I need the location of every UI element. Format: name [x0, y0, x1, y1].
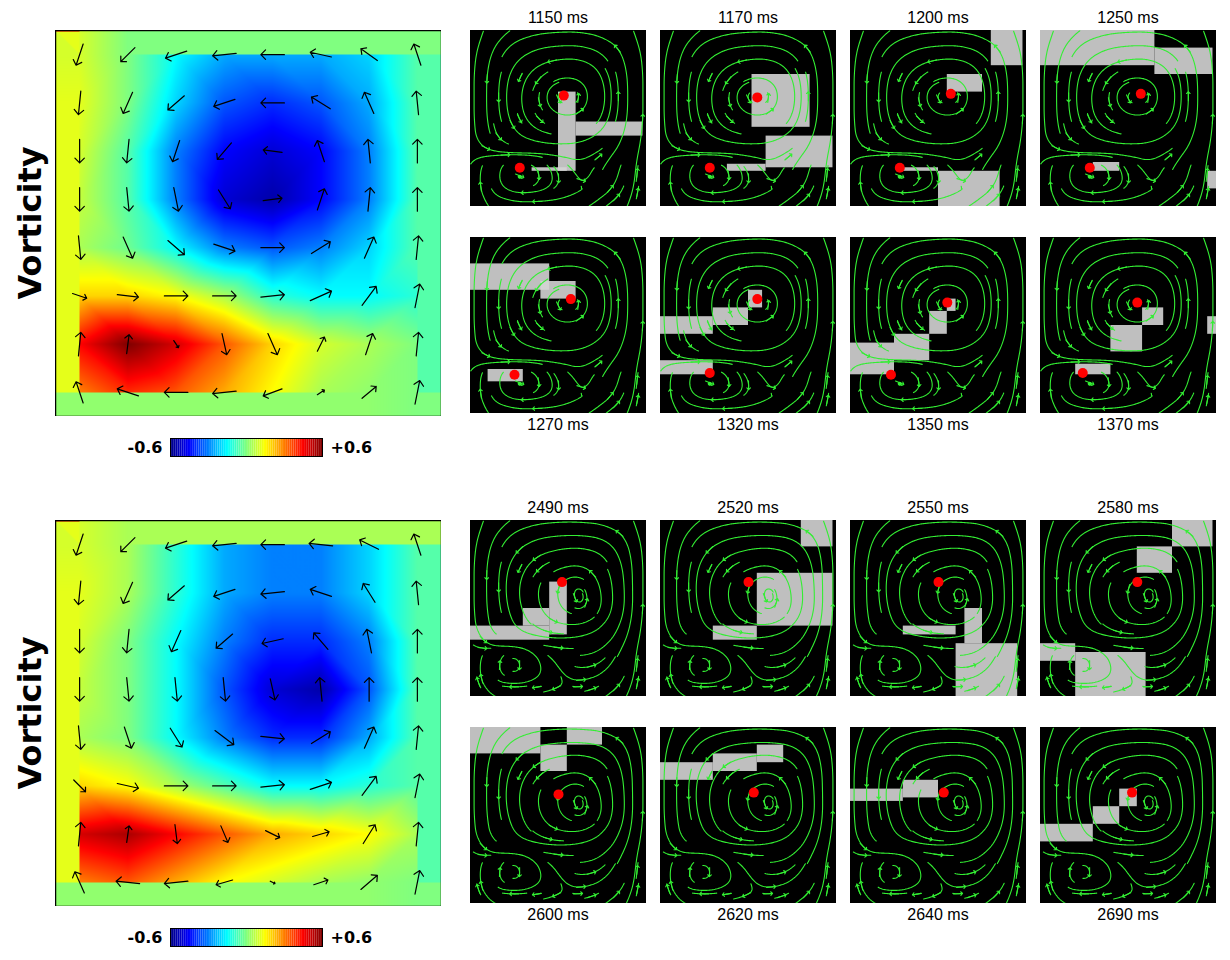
- html-text:1250 ms: 1250 ms: [1097, 9, 1159, 26]
- html-text:2580 ms: 2580 ms: [1097, 499, 1159, 516]
- html-text:1150 ms: 1150 ms: [527, 9, 589, 26]
- svg-text:+0.6: +0.6: [331, 438, 373, 457]
- html-text:1370 ms: 1370 ms: [1097, 416, 1159, 433]
- html-text:2520 ms: 2520 ms: [717, 499, 779, 516]
- svg-text:-0.6: -0.6: [128, 438, 163, 457]
- html-text:1200 ms: 1200 ms: [907, 9, 969, 26]
- html-text:2490 ms: 2490 ms: [527, 499, 589, 516]
- html-text:1350 ms: 1350 ms: [907, 416, 969, 433]
- html-text:2620 ms: 2620 ms: [717, 906, 779, 923]
- html-text:2640 ms: 2640 ms: [907, 906, 969, 923]
- html-text:1170 ms: 1170 ms: [717, 9, 779, 26]
- html-text:1270 ms: 1270 ms: [527, 416, 589, 433]
- html-text:2550 ms: 2550 ms: [907, 499, 969, 516]
- html-text:1320 ms: 1320 ms: [717, 416, 779, 433]
- html-text:2600 ms: 2600 ms: [527, 906, 589, 923]
- html-text:2690 ms: 2690 ms: [1097, 906, 1159, 923]
- svg-text:+0.6: +0.6: [331, 928, 373, 947]
- html-text:Vorticity: Vorticity: [11, 636, 49, 790]
- html-text:Vorticity: Vorticity: [11, 146, 49, 300]
- svg-text:-0.6: -0.6: [128, 928, 163, 947]
